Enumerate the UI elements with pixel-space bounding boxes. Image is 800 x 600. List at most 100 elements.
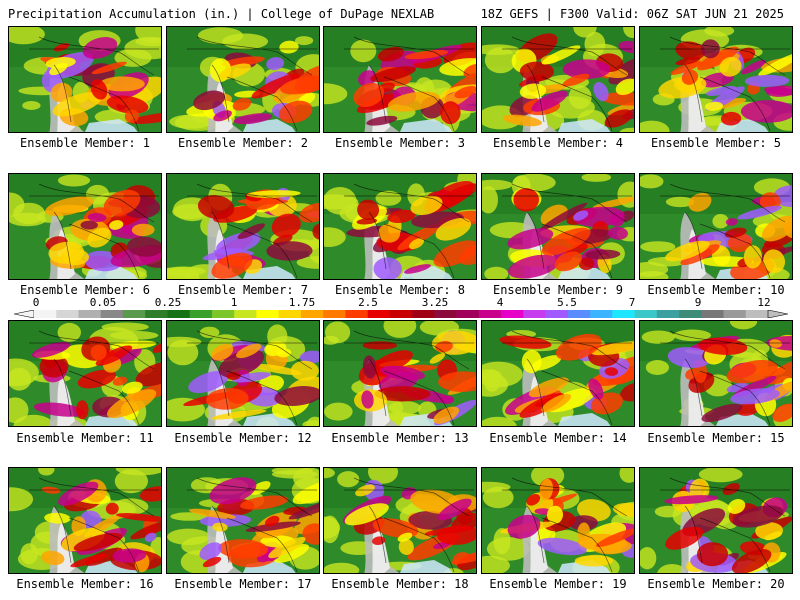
- precipitation-map: [482, 27, 634, 132]
- colorbar-tick-label: 0.05: [89, 296, 117, 309]
- colorbar-segment: [679, 310, 702, 318]
- precipitation-map: [482, 174, 634, 279]
- colorbar-segment: [323, 310, 346, 318]
- precipitation-map: [640, 174, 792, 279]
- ensemble-map-panel: [481, 173, 635, 280]
- ensemble-map-panel: [8, 467, 162, 574]
- ensemble-map-panel: [639, 173, 793, 280]
- precipitation-colorbar: [14, 310, 788, 318]
- ensemble-member-label: Ensemble Member: 7: [177, 283, 309, 297]
- precipitation-map: [9, 321, 161, 426]
- ensemble-member-label: Ensemble Member: 13: [331, 431, 469, 445]
- colorbar-segment: [56, 310, 79, 318]
- ensemble-member-label: Ensemble Member: 17: [174, 577, 312, 591]
- ensemble-map-panel: [639, 26, 793, 133]
- precipitation-map: [640, 321, 792, 426]
- ensemble-member-label: Ensemble Member: 12: [174, 431, 312, 445]
- colorbar-segment: [234, 310, 257, 318]
- colorbar-segment: [634, 310, 658, 318]
- ensemble-map-panel: [323, 26, 477, 133]
- colorbar-segment: [145, 310, 168, 318]
- colorbar-segment: [412, 310, 435, 318]
- precipitation-map: [482, 468, 634, 573]
- colorbar-max-arrow: [767, 310, 788, 318]
- precipitation-map: [9, 174, 161, 279]
- ensemble-member-label: Ensemble Member: 15: [647, 431, 785, 445]
- colorbar-segment: [345, 310, 368, 318]
- ensemble-map-panel: [481, 26, 635, 133]
- colorbar-tick-label: 7: [628, 296, 636, 309]
- ensemble-member-label: Ensemble Member: 20: [647, 577, 785, 591]
- precipitation-map: [9, 27, 161, 132]
- precipitation-map: [324, 174, 476, 279]
- ensemble-member-label: Ensemble Member: 1: [19, 136, 151, 150]
- ensemble-member-label: Ensemble Member: 10: [647, 283, 785, 297]
- precipitation-map: [324, 321, 476, 426]
- colorbar-segment: [501, 310, 524, 318]
- precipitation-map: [482, 321, 634, 426]
- colorbar-segment: [211, 310, 235, 318]
- ensemble-member-label: Ensemble Member: 9: [492, 283, 624, 297]
- colorbar-segment: [723, 310, 747, 318]
- ensemble-member-label: Ensemble Member: 19: [489, 577, 627, 591]
- colorbar-segment: [701, 310, 724, 318]
- ensemble-member-label: Ensemble Member: 14: [489, 431, 627, 445]
- ensemble-member-label: Ensemble Member: 11: [16, 431, 154, 445]
- precipitation-map: [324, 468, 476, 573]
- colorbar-segment: [100, 310, 124, 318]
- colorbar-tick-label: 5.5: [557, 296, 577, 309]
- colorbar-segment: [456, 310, 480, 318]
- colorbar-tick-label: 4: [496, 296, 504, 309]
- ensemble-map-panel: [8, 320, 162, 427]
- ensemble-map-panel: [481, 467, 635, 574]
- colorbar-segment: [656, 310, 680, 318]
- colorbar-segment: [189, 310, 213, 318]
- ensemble-member-label: Ensemble Member: 16: [16, 577, 154, 591]
- colorbar-tick-label: 1.75: [288, 296, 316, 309]
- model-run-info: 18Z GEFS | F300 Valid: 06Z SAT JUN 21 20…: [480, 7, 784, 21]
- colorbar-segment: [434, 310, 457, 318]
- ensemble-map-panel: [639, 320, 793, 427]
- colorbar-tick-label: 12: [757, 296, 771, 309]
- colorbar-tick-label: 0: [32, 296, 40, 309]
- colorbar-segment: [256, 310, 279, 318]
- colorbar-segment: [278, 310, 302, 318]
- colorbar-tick-label: 3.25: [421, 296, 449, 309]
- page-title: Precipitation Accumulation (in.) | Colle…: [8, 7, 435, 21]
- colorbar-segment: [389, 310, 413, 318]
- colorbar-segment: [612, 310, 635, 318]
- colorbar-tick-label: 9: [694, 296, 702, 309]
- ensemble-member-label: Ensemble Member: 6: [19, 283, 151, 297]
- colorbar-segment: [78, 310, 102, 318]
- colorbar-tick-label: 0.25: [154, 296, 182, 309]
- colorbar-tick-label: 1: [230, 296, 238, 309]
- precipitation-map: [640, 468, 792, 573]
- colorbar-segment: [122, 310, 146, 318]
- ensemble-map-panel: [639, 467, 793, 574]
- ensemble-map-panel: [166, 467, 320, 574]
- precipitation-map: [640, 27, 792, 132]
- precipitation-map: [167, 27, 319, 132]
- colorbar-segment: [523, 310, 546, 318]
- precipitation-map: [324, 27, 476, 132]
- precipitation-map: [167, 468, 319, 573]
- ensemble-map-panel: [481, 320, 635, 427]
- ensemble-member-label: Ensemble Member: 4: [492, 136, 624, 150]
- ensemble-map-panel: [8, 173, 162, 280]
- ensemble-map-panel: [8, 26, 162, 133]
- colorbar-segment: [567, 310, 591, 318]
- ensemble-map-panel: [166, 173, 320, 280]
- ensemble-member-label: Ensemble Member: 8: [334, 283, 466, 297]
- colorbar-min-arrow: [14, 310, 35, 318]
- ensemble-map-panel: [166, 320, 320, 427]
- colorbar-segment: [745, 310, 769, 318]
- colorbar-segment: [590, 310, 613, 318]
- ensemble-member-label: Ensemble Member: 3: [334, 136, 466, 150]
- colorbar-segment: [545, 310, 569, 318]
- colorbar-segment: [300, 310, 324, 318]
- colorbar-tick-label: 2.5: [358, 296, 378, 309]
- precipitation-map: [9, 468, 161, 573]
- ensemble-member-label: Ensemble Member: 18: [331, 577, 469, 591]
- ensemble-member-label: Ensemble Member: 2: [177, 136, 309, 150]
- ensemble-member-label: Ensemble Member: 5: [650, 136, 782, 150]
